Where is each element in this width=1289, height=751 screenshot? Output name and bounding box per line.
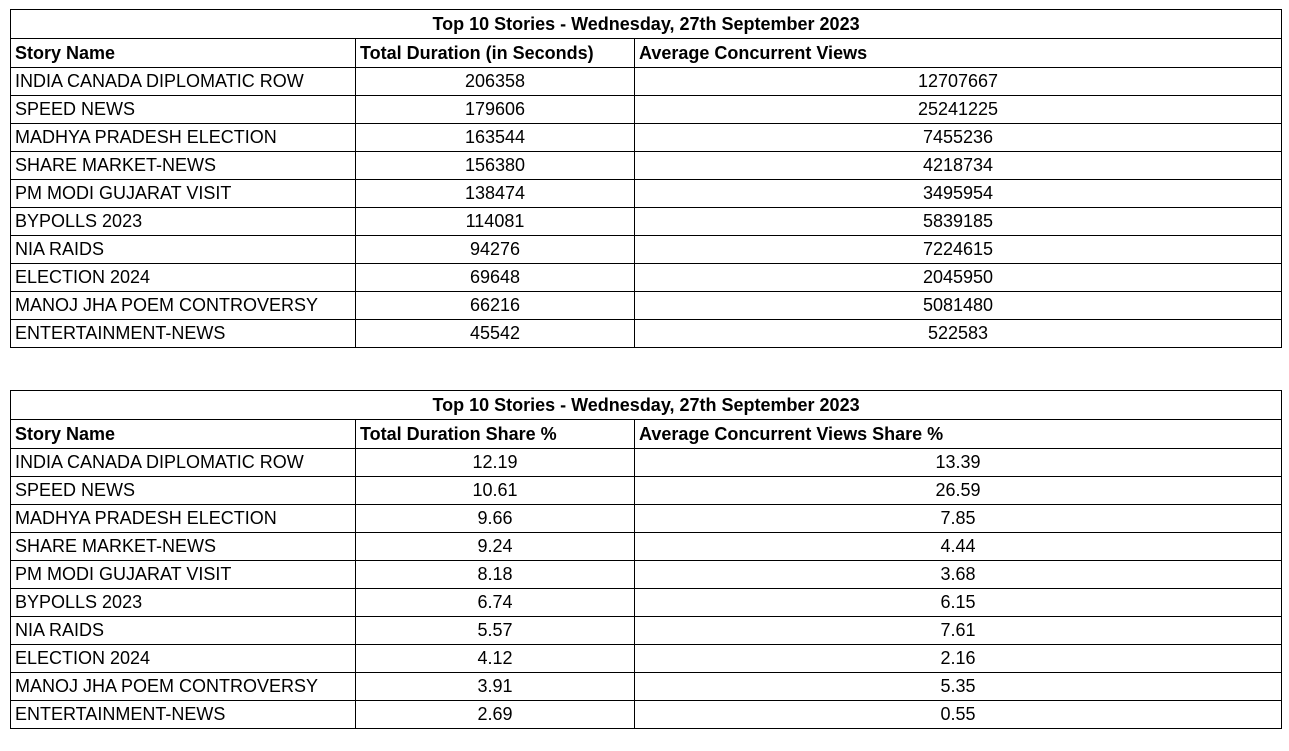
cell-value: 163544 — [355, 123, 635, 152]
column-header: Total Duration Share % — [355, 419, 635, 449]
table: Top 10 Stories - Wednesday, 27th Septemb… — [9, 390, 1283, 729]
story-name: BYPOLLS 2023 — [10, 588, 356, 617]
story-name: SHARE MARKET-NEWS — [10, 532, 356, 561]
data-row: MADHYA PRADESH ELECTION 163544 7455236 — [10, 123, 1283, 152]
cell-value: 6.15 — [633, 588, 1283, 617]
data-row: MANOJ JHA POEM CONTROVERSY 66216 5081480 — [10, 291, 1283, 320]
cell-value: 12707667 — [633, 67, 1283, 96]
header-row: Story Name Total Duration (in Seconds) Ave… — [10, 38, 1283, 68]
data-row: NIA RAIDS 94276 7224615 — [10, 235, 1283, 264]
data-row: SPEED NEWS 179606 25241225 — [10, 95, 1283, 124]
cell-value: 5.35 — [633, 672, 1283, 701]
column-header: Story Name — [10, 38, 356, 68]
cell-value: 3.91 — [355, 672, 635, 701]
story-name: ELECTION 2024 — [10, 263, 356, 292]
story-name: MADHYA PRADESH ELECTION — [10, 504, 356, 533]
cell-value: 13.39 — [633, 448, 1283, 477]
cell-value: 114081 — [355, 207, 635, 236]
cell-value: 26.59 — [633, 476, 1283, 505]
title-row: Top 10 Stories - Wednesday, 27th Septemb… — [9, 9, 1283, 39]
story-name: ENTERTAINMENT-NEWS — [10, 319, 356, 348]
title-row: Top 10 Stories - Wednesday, 27th Septemb… — [9, 390, 1283, 420]
story-name: SPEED NEWS — [10, 476, 356, 505]
cell-value: 0.55 — [633, 700, 1283, 729]
cell-value: 7.85 — [633, 504, 1283, 533]
story-name: INDIA CANADA DIPLOMATIC ROW — [10, 67, 356, 96]
cell-value: 5839185 — [633, 207, 1283, 236]
cell-value: 94276 — [355, 235, 635, 264]
table-title: Top 10 Stories - Wednesday, 27th Septemb… — [9, 390, 1283, 420]
table-title: Top 10 Stories - Wednesday, 27th Septemb… — [9, 9, 1283, 39]
column-header: Total Duration (in Seconds) — [355, 38, 635, 68]
cell-value: 45542 — [355, 319, 635, 348]
data-row: NIA RAIDS 5.57 7.61 — [10, 616, 1283, 645]
cell-value: 206358 — [355, 67, 635, 96]
column-header: Story Name — [10, 419, 356, 449]
story-name: SHARE MARKET-NEWS — [10, 151, 356, 180]
cell-value: 2.16 — [633, 644, 1283, 673]
story-name: NIA RAIDS — [10, 616, 356, 645]
data-row: INDIA CANADA DIPLOMATIC ROW 12.19 13.39 — [10, 448, 1283, 477]
data-row: PM MODI GUJARAT VISIT 138474 3495954 — [10, 179, 1283, 208]
cell-value: 7224615 — [633, 235, 1283, 264]
cell-value: 9.66 — [355, 504, 635, 533]
cell-value: 4218734 — [633, 151, 1283, 180]
story-name: INDIA CANADA DIPLOMATIC ROW — [10, 448, 356, 477]
cell-value: 12.19 — [355, 448, 635, 477]
data-row: ELECTION 2024 4.12 2.16 — [10, 644, 1283, 673]
cell-value: 2045950 — [633, 263, 1283, 292]
cell-value: 138474 — [355, 179, 635, 208]
cell-value: 6.74 — [355, 588, 635, 617]
cell-value: 7455236 — [633, 123, 1283, 152]
cell-value: 66216 — [355, 291, 635, 320]
cell-value: 10.61 — [355, 476, 635, 505]
cell-value: 156380 — [355, 151, 635, 180]
cell-value: 3.68 — [633, 560, 1283, 589]
data-row: MANOJ JHA POEM CONTROVERSY 3.91 5.35 — [10, 672, 1283, 701]
cell-value: 4.44 — [633, 532, 1283, 561]
data-row: SPEED NEWS 10.61 26.59 — [10, 476, 1283, 505]
data-row: SHARE MARKET-NEWS 9.24 4.44 — [10, 532, 1283, 561]
cell-value: 5081480 — [633, 291, 1283, 320]
cell-value: 2.69 — [355, 700, 635, 729]
data-row: SHARE MARKET-NEWS 156380 4218734 — [10, 151, 1283, 180]
cell-value: 25241225 — [633, 95, 1283, 124]
story-name: MADHYA PRADESH ELECTION — [10, 123, 356, 152]
story-name: NIA RAIDS — [10, 235, 356, 264]
cell-value: 69648 — [355, 263, 635, 292]
story-name: SPEED NEWS — [10, 95, 356, 124]
data-row: ENTERTAINMENT-NEWS 2.69 0.55 — [10, 700, 1283, 729]
data-row: ELECTION 2024 69648 2045950 — [10, 263, 1283, 292]
story-name: MANOJ JHA POEM CONTROVERSY — [10, 672, 356, 701]
story-name: ENTERTAINMENT-NEWS — [10, 700, 356, 729]
table: Top 10 Stories - Wednesday, 27th Septemb… — [9, 9, 1283, 348]
cell-value: 3495954 — [633, 179, 1283, 208]
cell-value: 8.18 — [355, 560, 635, 589]
data-row: BYPOLLS 2023 6.74 6.15 — [10, 588, 1283, 617]
cell-value: 9.24 — [355, 532, 635, 561]
data-row: INDIA CANADA DIPLOMATIC ROW 206358 1270766… — [10, 67, 1283, 96]
column-header: Average Concurrent Views Share % — [633, 419, 1283, 449]
cell-value: 4.12 — [355, 644, 635, 673]
cell-value: 7.61 — [633, 616, 1283, 645]
data-row: PM MODI GUJARAT VISIT 8.18 3.68 — [10, 560, 1283, 589]
story-name: BYPOLLS 2023 — [10, 207, 356, 236]
data-row: ENTERTAINMENT-NEWS 45542 522583 — [10, 319, 1283, 348]
story-name: ELECTION 2024 — [10, 644, 356, 673]
header-row: Story Name Total Duration Share % Average … — [10, 419, 1283, 449]
story-name: MANOJ JHA POEM CONTROVERSY — [10, 291, 356, 320]
cell-value: 5.57 — [355, 616, 635, 645]
story-name: PM MODI GUJARAT VISIT — [10, 560, 356, 589]
cell-value: 522583 — [633, 319, 1283, 348]
cell-value: 179606 — [355, 95, 635, 124]
data-row: MADHYA PRADESH ELECTION 9.66 7.85 — [10, 504, 1283, 533]
data-row: BYPOLLS 2023 114081 5839185 — [10, 207, 1283, 236]
story-name: PM MODI GUJARAT VISIT — [10, 179, 356, 208]
column-header: Average Concurrent Views — [633, 38, 1283, 68]
